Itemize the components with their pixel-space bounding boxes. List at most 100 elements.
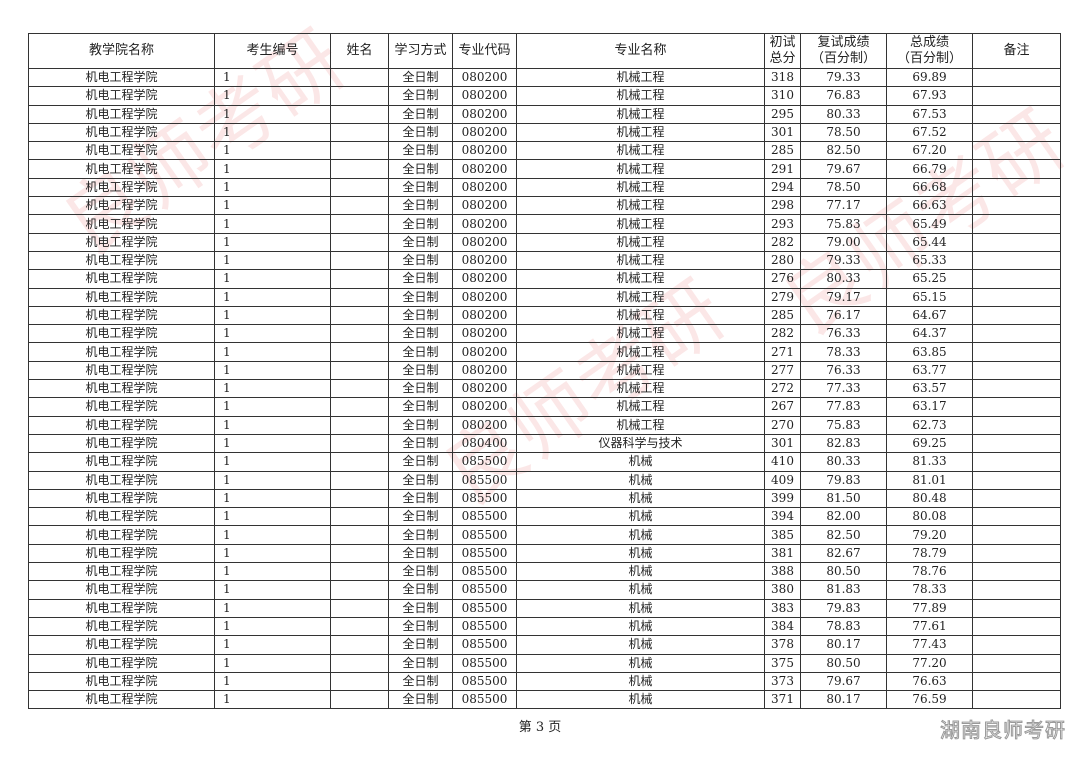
cell-name [330,379,389,399]
header-name: 姓名 [330,33,389,69]
cell-college: 机电工程学院 [28,433,215,454]
cell-total-score: 78.79 [886,543,973,564]
cell-name [330,598,389,618]
cell-major-code: 085500 [452,690,517,710]
cell-college: 机电工程学院 [28,305,215,326]
cell-major-name: 机械 [516,562,765,582]
header-major-name: 专业名称 [516,33,765,69]
cell-total-score: 66.63 [886,196,973,216]
header-row: 教学院名称 考生编号 姓名 学习方式 专业代码 专业名称 初试 总分 复试成绩 （百分制） 总成… [28,33,1061,69]
cell-major-code: 080200 [452,379,517,399]
cell-major-name: 机械 [516,635,765,655]
cell-retest-score: 77.83 [800,397,887,417]
table-row: 机电工程学院 1 全日制 080200 机械工程 277 76.33 63.77 [28,360,1061,381]
cell-college: 机电工程学院 [28,690,215,710]
cell-name [330,653,389,673]
cell-total-score: 65.33 [886,250,973,271]
cell-study-mode: 全日制 [388,379,453,399]
cell-college: 机电工程学院 [28,543,215,564]
cell-name [330,232,389,252]
cell-student-id: 1 [214,488,331,509]
cell-student-id: 1 [214,196,331,216]
cell-major-name: 机械工程 [516,415,765,435]
cell-prelim-score: 291 [764,159,801,179]
cell-major-code: 085500 [452,452,517,472]
table-row: 机电工程学院 1 全日制 085500 机械 378 80.17 77.43 [28,635,1061,655]
header-major-code: 专业代码 [452,33,517,69]
cell-remarks [972,122,1061,143]
cell-remarks [972,671,1061,692]
cell-remarks [972,250,1061,271]
table-row: 机电工程学院 1 全日制 085500 机械 373 79.67 76.63 [28,671,1061,692]
table-row: 机电工程学院 1 全日制 080200 机械工程 294 78.50 66.68 [28,177,1061,198]
cell-major-name: 机械工程 [516,250,765,271]
cell-college: 机电工程学院 [28,269,215,289]
cell-major-name: 机械工程 [516,141,765,161]
table-row: 机电工程学院 1 全日制 080200 机械工程 298 77.17 66.63 [28,196,1061,216]
table-row: 机电工程学院 1 全日制 080200 机械工程 280 79.33 65.33 [28,250,1061,271]
cell-student-id: 1 [214,507,331,527]
cell-retest-score: 76.83 [800,86,887,106]
cell-major-name: 机械工程 [516,324,765,344]
cell-name [330,67,389,88]
cell-major-code: 085500 [452,562,517,582]
cell-remarks [972,616,1061,637]
cell-student-id: 1 [214,433,331,454]
cell-total-score: 77.20 [886,653,973,673]
cell-major-code: 080400 [452,433,517,454]
cell-prelim-score: 277 [764,360,801,381]
cell-name [330,342,389,362]
cell-major-code: 085500 [452,543,517,564]
cell-major-code: 085500 [452,653,517,673]
cell-major-code: 080200 [452,104,517,124]
cell-major-code: 080200 [452,86,517,106]
table-row: 机电工程学院 1 全日制 080200 机械工程 279 79.17 65.15 [28,287,1061,307]
cell-retest-score: 82.67 [800,543,887,564]
cell-remarks [972,690,1061,710]
cell-major-name: 机械工程 [516,397,765,417]
cell-college: 机电工程学院 [28,214,215,234]
table-row: 机电工程学院 1 全日制 085500 机械 385 82.50 79.20 [28,525,1061,545]
cell-remarks [972,580,1061,600]
cell-prelim-score: 301 [764,433,801,454]
cell-total-score: 65.15 [886,287,973,307]
cell-college: 机电工程学院 [28,177,215,198]
cell-total-score: 66.79 [886,159,973,179]
cell-prelim-score: 301 [764,122,801,143]
cell-college: 机电工程学院 [28,488,215,509]
cell-major-name: 机械工程 [516,159,765,179]
cell-name [330,269,389,289]
cell-remarks [972,562,1061,582]
cell-remarks [972,159,1061,179]
cell-major-name: 机械工程 [516,104,765,124]
cell-college: 机电工程学院 [28,86,215,106]
cell-name [330,616,389,637]
cell-name [330,86,389,106]
cell-remarks [972,196,1061,216]
cell-remarks [972,104,1061,124]
cell-major-name: 机械工程 [516,86,765,106]
header-total-score: 总成绩 （百分制） [886,33,973,69]
cell-remarks [972,379,1061,399]
header-student-id: 考生编号 [214,33,331,69]
watermark: 湖南良师考研 [940,718,1066,743]
cell-total-score: 65.49 [886,214,973,234]
cell-remarks [972,452,1061,472]
cell-college: 机电工程学院 [28,580,215,600]
cell-major-code: 085500 [452,525,517,545]
cell-study-mode: 全日制 [388,598,453,618]
cell-college: 机电工程学院 [28,342,215,362]
cell-total-score: 69.89 [886,67,973,88]
cell-total-score: 65.44 [886,232,973,252]
cell-study-mode: 全日制 [388,159,453,179]
cell-remarks [972,67,1061,88]
cell-name [330,543,389,564]
cell-study-mode: 全日制 [388,122,453,143]
cell-prelim-score: 267 [764,397,801,417]
cell-prelim-score: 271 [764,342,801,362]
cell-major-name: 机械 [516,616,765,637]
cell-prelim-score: 378 [764,635,801,655]
cell-student-id: 1 [214,214,331,234]
cell-total-score: 77.61 [886,616,973,637]
cell-name [330,671,389,692]
